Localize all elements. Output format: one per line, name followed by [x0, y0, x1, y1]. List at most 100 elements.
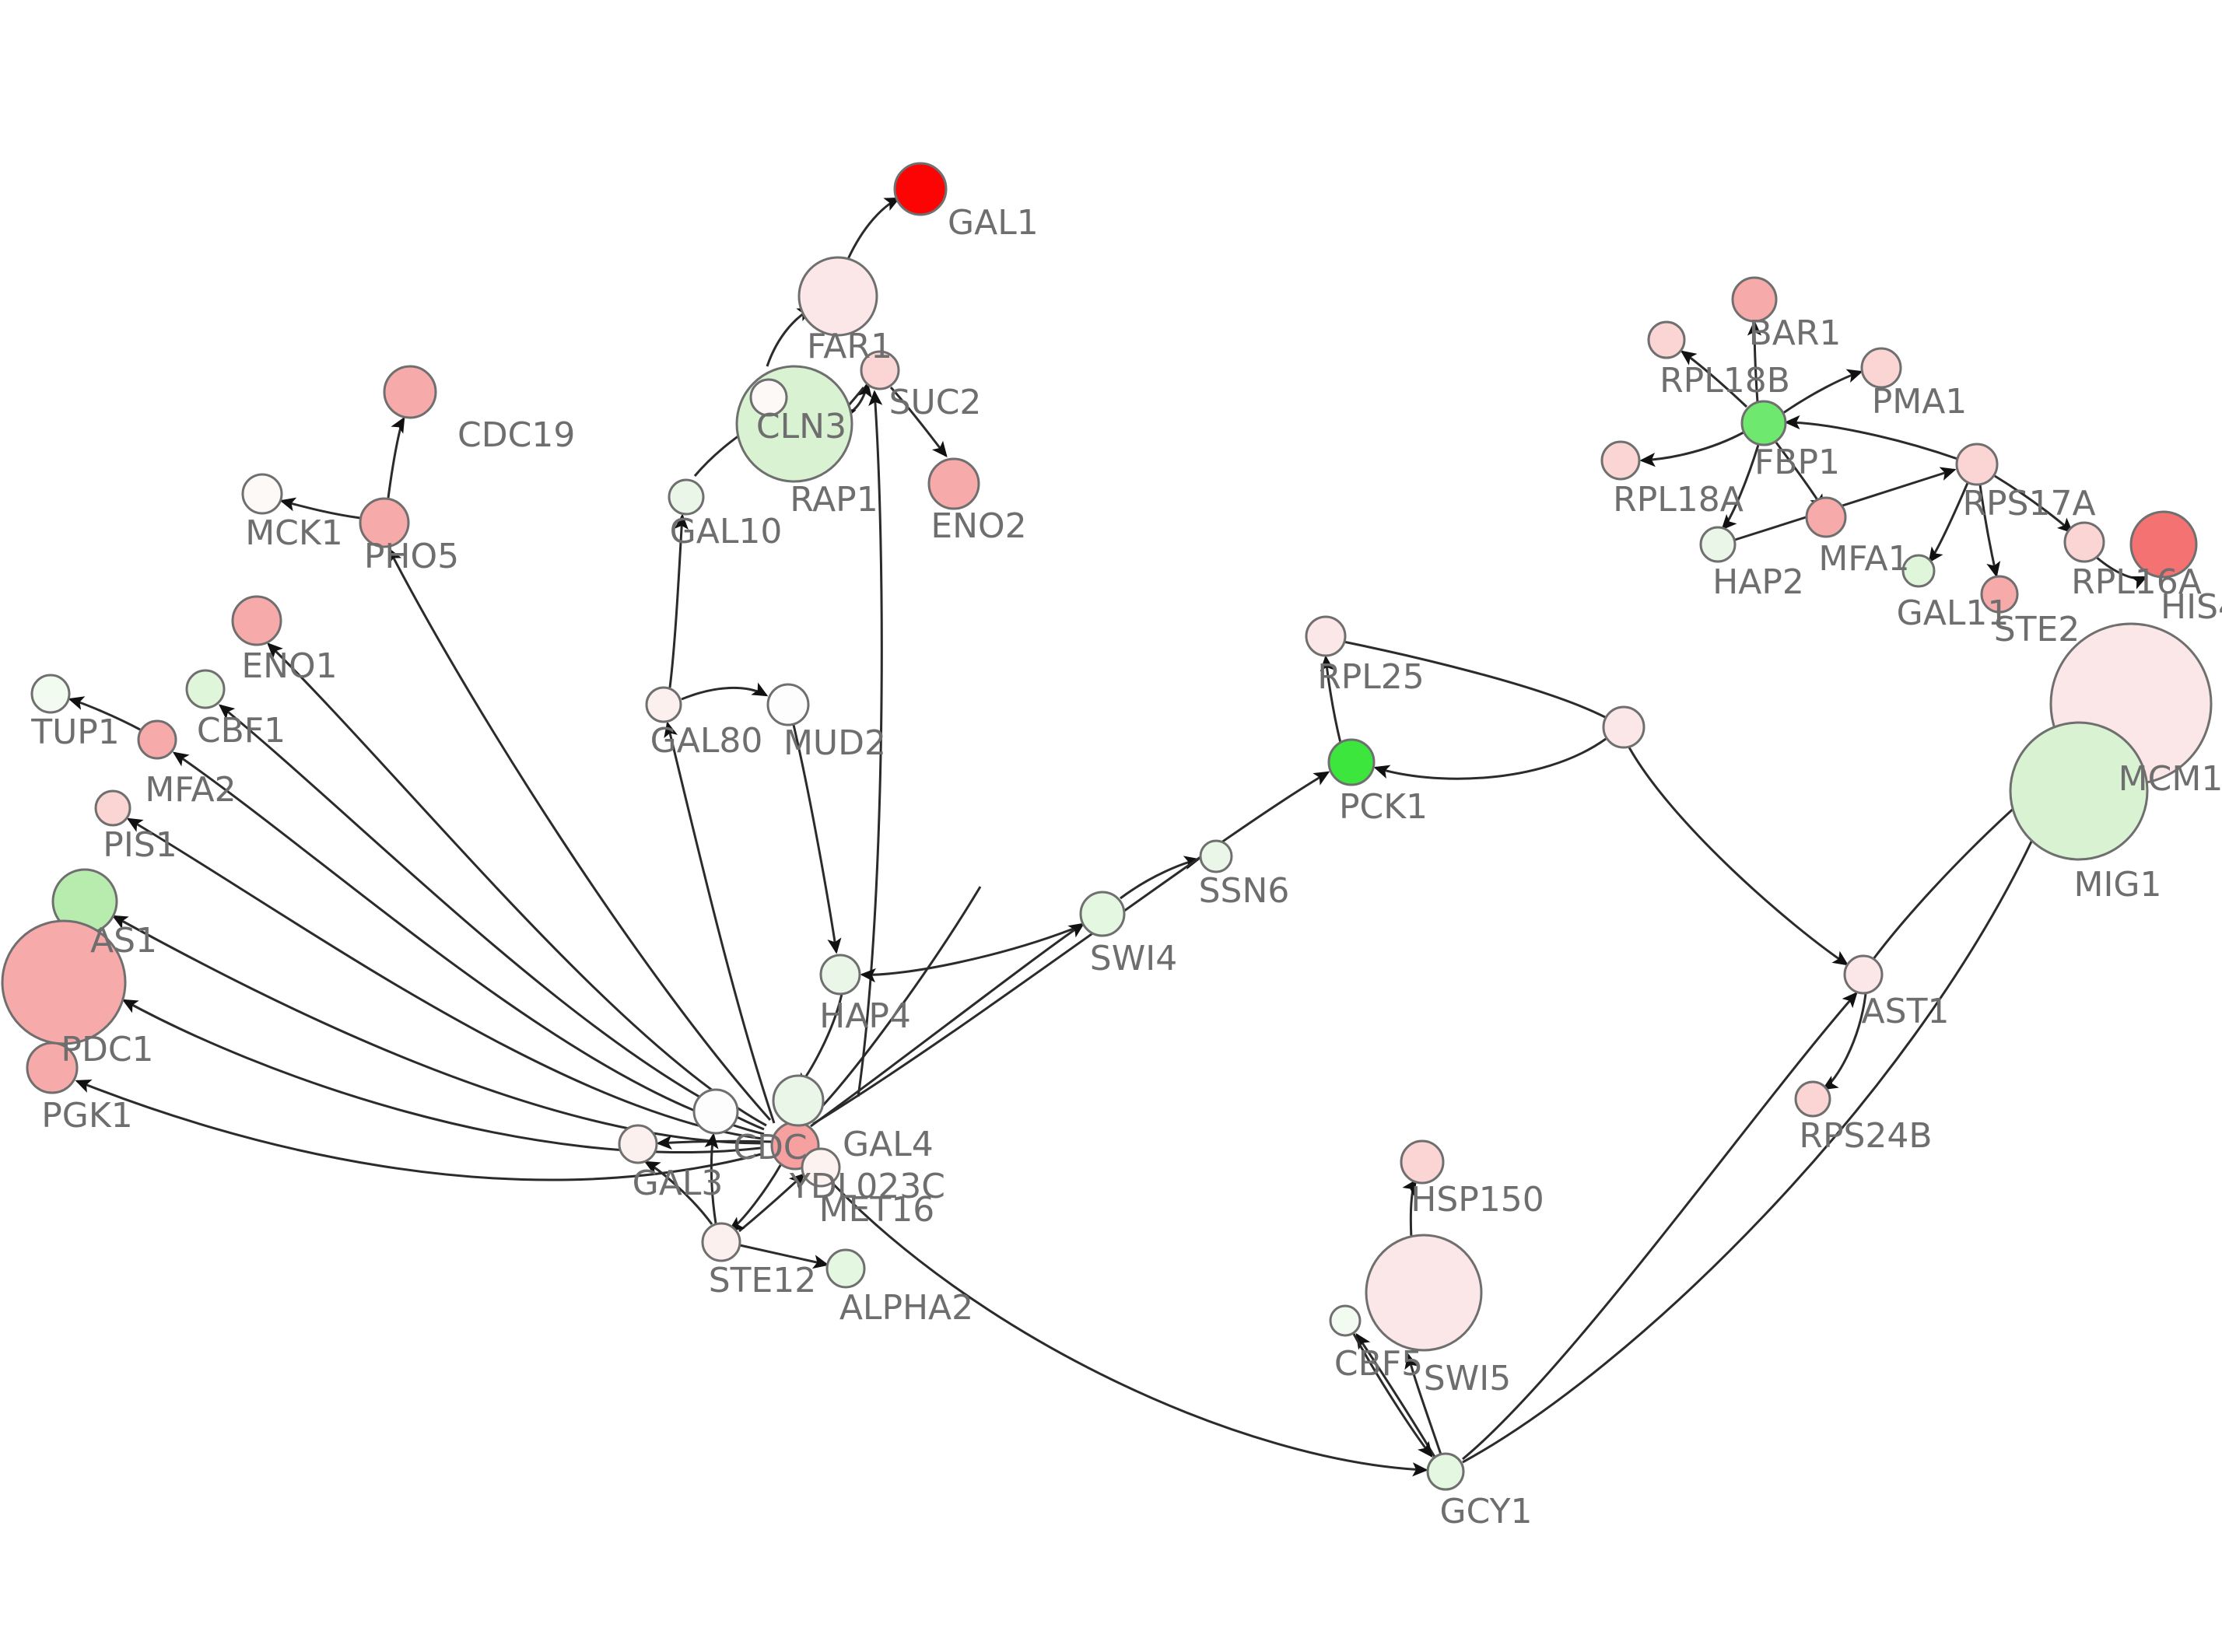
edge-GAL80-to-GAL10[interactable]	[668, 513, 689, 688]
edge-GAL4A-to-GAL80[interactable]	[664, 721, 776, 1124]
edge-GAL4F-to-PIS1[interactable]	[126, 817, 763, 1140]
node-cdc19[interactable]	[383, 365, 437, 419]
edge-GAL4N-to-GCY1[interactable]	[815, 1165, 1428, 1477]
edge-PCK1-to-RPL25[interactable]	[1320, 655, 1342, 744]
edge-SUC2-to-ENO2[interactable]	[889, 387, 948, 458]
node-rpl16a[interactable]	[2063, 521, 2105, 563]
edge-PHO5-to-MCK1[interactable]	[279, 497, 361, 520]
edge-STE12-to-CDC[interactable]	[704, 1132, 719, 1224]
node-mfa2[interactable]	[137, 719, 177, 760]
edge-FBP1-to-RPL18A[interactable]	[1639, 431, 1744, 467]
node-mud2[interactable]	[766, 683, 810, 726]
node-mck1[interactable]	[241, 473, 283, 515]
node-rpl18b[interactable]	[1647, 320, 1686, 359]
edge-STE12-to-YDL023C[interactable]	[738, 1173, 805, 1233]
edge-RPS17A-to-GAL11[interactable]	[1928, 482, 1969, 564]
edge-STE12-to-ALPHA2[interactable]	[739, 1244, 829, 1269]
node-mfa1[interactable]	[1805, 496, 1847, 538]
node-eno1[interactable]	[231, 595, 282, 646]
node-rap1[interactable]	[749, 378, 788, 417]
edge-STE12-to-GAL3[interactable]	[643, 1160, 713, 1225]
edge-FAR1-to-GAL1[interactable]	[846, 197, 901, 260]
node-ast1[interactable]	[1843, 954, 1884, 995]
edge-RPS17A-to-FBP1[interactable]	[1784, 415, 1958, 460]
node-pdc1[interactable]	[1, 919, 127, 1045]
node-hap2[interactable]	[1699, 526, 1737, 563]
edge-PHO5-to-CDC19[interactable]	[387, 416, 405, 499]
node-cdc[interactable]	[692, 1088, 739, 1135]
edge-GAL4O-to-HUB2[interactable]	[808, 886, 982, 1122]
node-his4[interactable]	[2129, 510, 2198, 579]
node-hubgreen[interactable]	[772, 1074, 825, 1127]
edge-FBP1-to-RPL18B[interactable]	[1680, 350, 1748, 408]
node-ste2[interactable]	[1980, 575, 2019, 614]
edge-HAP2-to-RPS17A[interactable]	[1734, 467, 1957, 541]
node-rpl18a[interactable]	[1600, 440, 1641, 481]
node-bar1[interactable]	[1731, 276, 1778, 323]
edge-SWI4-to-SSN6[interactable]	[1120, 856, 1200, 900]
node-hsp150[interactable]	[1400, 1139, 1445, 1185]
node-fbp1[interactable]	[1740, 400, 1787, 446]
node-swi5[interactable]	[1365, 1234, 1483, 1352]
node-rps24b[interactable]	[1794, 1080, 1831, 1118]
node-mig1[interactable]	[2009, 721, 2149, 861]
node-gal3[interactable]	[618, 1124, 658, 1164]
edge-CBF5-to-GCY1[interactable]	[1352, 1333, 1433, 1458]
edge-MUD2-to-HAP4[interactable]	[792, 724, 842, 954]
edge-MID-to-AST1[interactable]	[1628, 747, 1849, 966]
edge-GAL4H-to-PDC1[interactable]	[121, 999, 762, 1153]
node-hap4[interactable]	[819, 954, 861, 996]
edge-RPS17A-to-RPL16A[interactable]	[1994, 474, 2073, 534]
node-tup1[interactable]	[30, 674, 71, 714]
edge-GAL4M-to-PCK1[interactable]	[812, 771, 1330, 1125]
node-pis1[interactable]	[94, 789, 131, 827]
edge-GAL4K-to-STE12[interactable]	[727, 1162, 783, 1232]
node-gal11[interactable]	[1901, 554, 1936, 588]
node-ssn6[interactable]	[1199, 839, 1233, 873]
edge-GCY1-to-SWI5[interactable]	[1404, 1353, 1442, 1455]
node-pma1[interactable]	[1860, 347, 1902, 389]
node-pgk1[interactable]	[26, 1041, 79, 1094]
edge-GAL80-to-MUD2[interactable]	[681, 682, 769, 701]
edge-RAP1-to-SUC2[interactable]	[857, 390, 883, 1097]
edge-MID2-to-RPL25[interactable]	[1339, 639, 1606, 719]
node-ste12[interactable]	[701, 1222, 741, 1262]
edge-MID-to-PCK1[interactable]	[1373, 737, 1607, 780]
node-cbf1[interactable]	[185, 669, 226, 709]
edge-SWI5X-to-MIG1[interactable]	[1462, 839, 2034, 1464]
edge-RPL16A-to-HIS4[interactable]	[2095, 555, 2148, 590]
edge-GAL4L-to-SWI4[interactable]	[810, 922, 1085, 1128]
node-rps17a[interactable]	[1955, 443, 1999, 486]
edge-FBP1-to-PMA1[interactable]	[1782, 369, 1863, 415]
node-gal10[interactable]	[668, 478, 705, 516]
edge-GAL4C-to-ENO1[interactable]	[267, 642, 767, 1127]
edge-CLN3-to-SUC2[interactable]	[850, 381, 872, 414]
node-cbf5[interactable]	[1329, 1304, 1362, 1337]
edge-GAL4D-to-CBF1[interactable]	[218, 704, 765, 1131]
node-label-cdc19: CDC19	[457, 415, 575, 455]
node-gal1[interactable]	[893, 162, 948, 216]
node-suc2[interactable]	[860, 350, 900, 390]
edge-FBP1-to-BAR1[interactable]	[1747, 320, 1762, 403]
edge-GCY1-to-AST1[interactable]	[1462, 992, 1858, 1461]
node-ydl023c[interactable]	[801, 1147, 841, 1188]
edge-RPS17A-to-STE2[interactable]	[1978, 484, 2001, 578]
node-alpha2[interactable]	[825, 1248, 866, 1289]
edge-FBP1-to-HAP2[interactable]	[1721, 444, 1760, 530]
edge-GAL4E-to-MFA2[interactable]	[172, 751, 765, 1136]
node-swi4[interactable]	[1079, 891, 1126, 937]
edge-AST1-to-RPS24B[interactable]	[1821, 993, 1867, 1090]
node-gal80[interactable]	[645, 686, 682, 723]
node-far1[interactable]	[797, 256, 878, 337]
node-eno2[interactable]	[927, 457, 980, 510]
edge-SWI4-to-HAP4[interactable]	[860, 924, 1082, 983]
node-rpl25[interactable]	[1305, 615, 1347, 657]
node-label-gal1: GAL1	[948, 203, 1039, 243]
edge-GAL4G-to-AS1[interactable]	[111, 915, 763, 1145]
edge-MFA2-to-TUP1[interactable]	[68, 696, 141, 731]
node-pho5[interactable]	[359, 497, 410, 548]
node-mid[interactable]	[1602, 705, 1645, 749]
edge-GAL4B-to-PHO5[interactable]	[387, 547, 772, 1121]
node-gcy1[interactable]	[1426, 1452, 1465, 1491]
node-pck1[interactable]	[1327, 738, 1376, 786]
